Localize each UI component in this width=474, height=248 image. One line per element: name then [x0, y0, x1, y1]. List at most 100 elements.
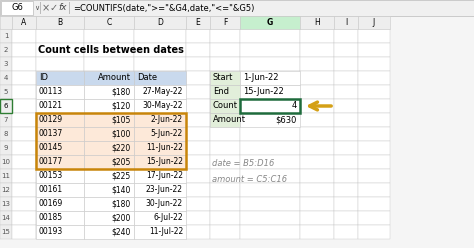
- Bar: [1, 1, 33, 15]
- Bar: [36, 113, 186, 169]
- Text: Start: Start: [213, 73, 233, 83]
- Bar: [0, 113, 12, 127]
- Bar: [300, 169, 334, 183]
- Bar: [240, 113, 300, 127]
- Text: 17-Jun-22: 17-Jun-22: [146, 172, 183, 181]
- Text: 2: 2: [4, 47, 8, 53]
- Bar: [186, 85, 210, 99]
- Bar: [334, 141, 358, 155]
- Bar: [12, 29, 36, 43]
- Text: Date: Date: [137, 73, 157, 83]
- Bar: [36, 211, 84, 225]
- Bar: [334, 29, 358, 43]
- Bar: [84, 197, 134, 211]
- Bar: [210, 225, 240, 239]
- Bar: [300, 71, 334, 85]
- Bar: [334, 211, 358, 225]
- Bar: [36, 211, 84, 225]
- Bar: [358, 29, 390, 43]
- Text: 00113: 00113: [39, 88, 63, 96]
- Text: ∨: ∨: [35, 5, 39, 11]
- Text: Amount: Amount: [213, 116, 246, 124]
- Text: 10: 10: [1, 159, 10, 165]
- Bar: [300, 197, 334, 211]
- Bar: [334, 57, 358, 71]
- Bar: [36, 71, 84, 85]
- Bar: [84, 29, 134, 43]
- Bar: [84, 141, 134, 155]
- Bar: [36, 183, 84, 197]
- Text: 00129: 00129: [39, 116, 63, 124]
- Bar: [186, 225, 210, 239]
- Text: 4: 4: [292, 101, 297, 111]
- Bar: [84, 127, 134, 141]
- Bar: [240, 113, 300, 127]
- Text: End: End: [213, 88, 229, 96]
- Text: 15: 15: [1, 229, 10, 235]
- Bar: [300, 85, 334, 99]
- Bar: [134, 141, 186, 155]
- Text: date = B5:D16: date = B5:D16: [212, 159, 274, 168]
- Text: 00177: 00177: [39, 157, 63, 166]
- Bar: [300, 211, 334, 225]
- Bar: [36, 155, 84, 169]
- Bar: [240, 57, 300, 71]
- Bar: [210, 113, 240, 127]
- Bar: [134, 85, 186, 99]
- Bar: [134, 71, 186, 85]
- Bar: [36, 99, 84, 113]
- Bar: [134, 141, 186, 155]
- Bar: [84, 127, 134, 141]
- Bar: [12, 57, 36, 71]
- Text: $100: $100: [111, 129, 131, 138]
- Bar: [186, 57, 210, 71]
- Bar: [84, 169, 134, 183]
- Bar: [12, 141, 36, 155]
- Bar: [240, 99, 300, 113]
- Bar: [240, 141, 300, 155]
- Bar: [36, 71, 84, 85]
- Bar: [210, 85, 240, 99]
- Bar: [334, 225, 358, 239]
- Text: 6-Jul-22: 6-Jul-22: [154, 214, 183, 222]
- Bar: [240, 85, 300, 99]
- Bar: [240, 43, 300, 57]
- Text: 00169: 00169: [39, 199, 63, 209]
- Bar: [186, 169, 210, 183]
- Bar: [358, 43, 390, 57]
- Text: C: C: [106, 18, 111, 27]
- Text: $105: $105: [111, 116, 131, 124]
- Bar: [134, 113, 186, 127]
- Text: J: J: [373, 18, 375, 27]
- Bar: [300, 29, 334, 43]
- Bar: [358, 127, 390, 141]
- Bar: [84, 71, 134, 85]
- Bar: [358, 16, 390, 29]
- Bar: [84, 85, 134, 99]
- Bar: [186, 113, 210, 127]
- Bar: [186, 183, 210, 197]
- Bar: [134, 85, 186, 99]
- Bar: [134, 197, 186, 211]
- Bar: [84, 197, 134, 211]
- Bar: [186, 141, 210, 155]
- Bar: [0, 183, 12, 197]
- Bar: [210, 16, 240, 29]
- Bar: [134, 169, 186, 183]
- Bar: [0, 57, 12, 71]
- Text: $140: $140: [111, 186, 131, 194]
- Bar: [84, 141, 134, 155]
- Bar: [84, 85, 134, 99]
- Text: B: B: [57, 18, 63, 27]
- Bar: [300, 57, 334, 71]
- Text: fx: fx: [59, 3, 67, 12]
- Bar: [240, 155, 300, 169]
- Bar: [0, 43, 12, 57]
- Text: 11: 11: [1, 173, 10, 179]
- Bar: [36, 197, 84, 211]
- Text: $200: $200: [111, 214, 131, 222]
- Bar: [240, 197, 300, 211]
- Bar: [358, 71, 390, 85]
- Bar: [334, 183, 358, 197]
- Bar: [358, 57, 390, 71]
